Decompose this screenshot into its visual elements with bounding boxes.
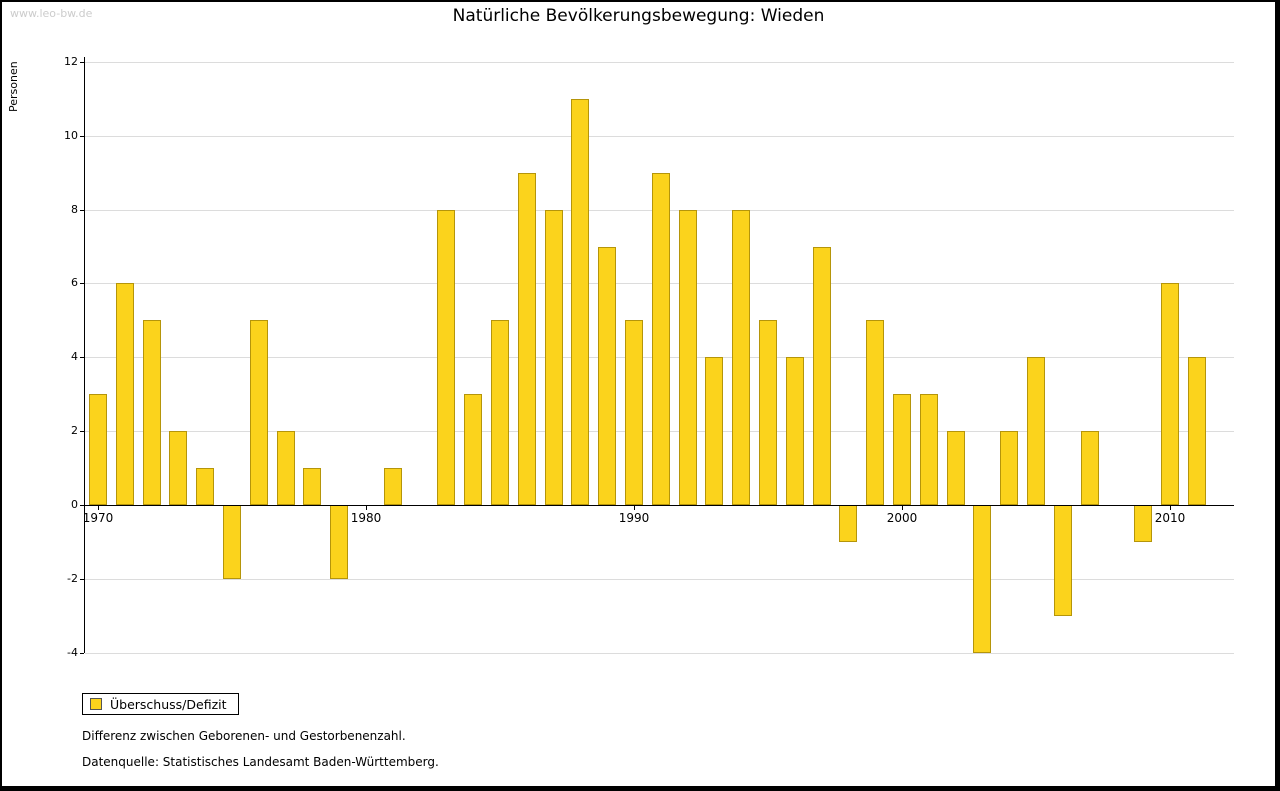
y-tick-label: 6 [71,276,78,290]
bar-2009 [1134,505,1153,542]
bar-1984 [464,394,483,505]
bar-1991 [651,172,670,505]
bar-1979 [330,505,349,579]
y-tick-mark [80,135,84,137]
legend-label: Überschuss/Defizit [110,696,227,712]
bar-2011 [1187,357,1206,505]
x-tick-label: 2010 [1154,511,1186,525]
bar-1977 [276,431,295,505]
caption-source: Datenquelle: Statistisches Landesamt Bad… [82,755,439,769]
bar-2003 [973,505,992,653]
bar-2001 [919,394,938,505]
y-tick-mark [80,209,84,211]
bar-1995 [759,320,777,505]
bar-1983 [437,209,456,505]
x-axis-line [84,505,1234,506]
bar-1978 [303,468,322,505]
bar-1996 [785,357,804,505]
y-tick-mark [80,652,84,654]
bar-1997 [812,246,831,505]
gridline-10 [85,135,1234,137]
y-tick-mark [80,505,84,506]
bar-1971 [115,283,134,505]
x-tick-label: 1980 [350,511,382,525]
bar-2005 [1027,357,1045,505]
y-axis-line [84,57,85,653]
x-tick-label: 2000 [886,511,918,525]
bar-1989 [598,246,617,505]
y-tick-label: 2 [71,424,78,438]
watermark: www.leo-bw.de [10,7,93,20]
bar-1973 [169,431,188,505]
x-tick-label: 1970 [82,511,114,525]
y-tick-label: 0 [71,498,78,511]
gridline-12 [85,61,1234,63]
bar-1986 [517,172,536,505]
chart-title: Natürliche Bevölkerungsbewegung: Wieden [452,6,825,26]
bar-1987 [544,209,563,505]
bar-2002 [946,431,965,505]
x-tick-mark [902,506,903,510]
bar-1994 [732,209,751,505]
bar-1981 [383,468,402,505]
y-tick-label: -2 [67,571,78,585]
bar-1975 [223,505,241,579]
x-tick-label: 1990 [618,511,650,525]
bar-2010 [1161,283,1179,505]
x-tick-mark [366,506,367,510]
y-tick-label: 10 [64,128,78,142]
plot-area: 1970 1980 1990 2000 2010 [80,57,1234,654]
x-tick-mark [634,506,635,510]
y-tick-mark [80,578,84,580]
bar-1988 [571,98,590,505]
y-tick-mark [80,357,84,359]
gridline--4 [85,652,1234,654]
bar-1998 [839,505,858,542]
bar-1990 [625,320,643,505]
y-tick-label: 8 [71,202,78,216]
bar-2007 [1080,431,1099,505]
bar-2004 [1000,431,1019,505]
bar-1972 [142,320,161,505]
legend-swatch [90,698,102,710]
legend: Überschuss/Defizit [82,693,239,715]
bar-1985 [491,320,509,505]
gridline--2 [85,578,1234,580]
caption-definition: Differenz zwischen Geborenen- und Gestor… [82,729,406,743]
y-axis-title: Personen [7,61,20,112]
y-tick-mark [80,61,84,63]
y-tick-mark [80,283,84,285]
y-tick-label: 4 [71,350,78,364]
bar-1999 [866,320,885,505]
y-tick-label: 12 [64,54,78,68]
bar-1993 [705,357,724,505]
bar-1976 [249,320,268,505]
bar-1974 [196,468,215,505]
bar-1970 [89,394,107,505]
bar-2006 [1053,505,1072,616]
x-tick-mark [1170,506,1171,510]
bar-2000 [893,394,911,505]
x-tick-mark [98,506,99,510]
y-tick-mark [80,431,84,433]
bar-1992 [678,209,697,505]
y-tick-label: -4 [67,645,78,659]
